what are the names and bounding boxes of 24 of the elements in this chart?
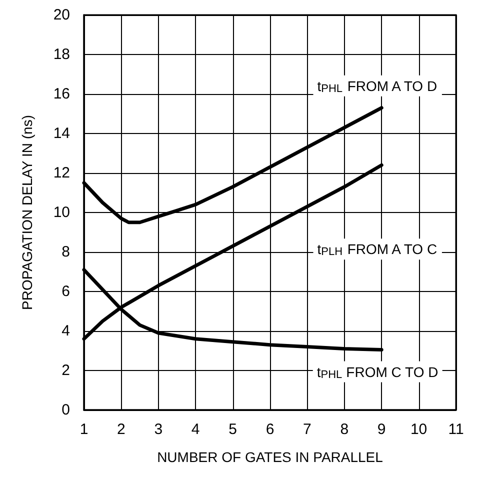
x-tick-label: 5: [228, 421, 237, 438]
y-tick-label: 6: [62, 283, 70, 300]
y-axis-title: PROPAGATION DELAY IN (ns): [19, 114, 35, 310]
y-tick-label: 8: [62, 244, 70, 260]
y-tick-label: 16: [53, 86, 70, 102]
y-tick-label: 10: [53, 204, 70, 221]
y-tick-label: 0: [62, 402, 70, 418]
x-tick-label: 8: [340, 421, 349, 438]
y-tick-label: 20: [53, 6, 70, 24]
x-tick-label: 10: [410, 421, 428, 438]
x-tick-label: 11: [448, 421, 464, 438]
y-tick-label: 18: [53, 46, 70, 63]
x-tick-label: 3: [154, 421, 163, 438]
x-tick-label: 2: [117, 421, 126, 438]
x-tick-label: 4: [191, 421, 200, 438]
x-tick-label: 1: [80, 421, 88, 438]
x-tick-label: 6: [266, 421, 274, 438]
y-tick-label: 14: [53, 125, 70, 142]
y-tick-label: 2: [62, 362, 70, 379]
x-tick-label: 7: [303, 421, 312, 438]
y-tick-label: 4: [62, 322, 70, 340]
x-axis-title: NUMBER OF GATES IN PARALLEL: [157, 449, 384, 465]
x-tick-label: 9: [377, 421, 386, 438]
y-tick-label: 12: [53, 164, 70, 182]
